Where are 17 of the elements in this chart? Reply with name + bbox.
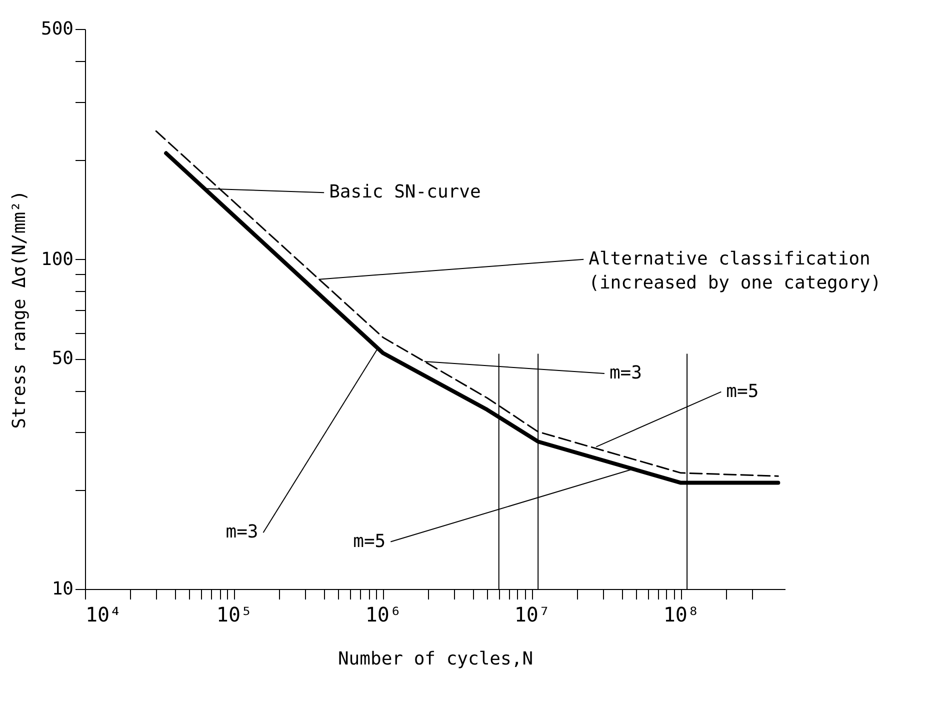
y-axis-title: Stress range Δσ(N/mm²)	[8, 190, 30, 429]
x-tick-label: 10⁸	[663, 602, 700, 626]
y-tick-label: 100	[40, 248, 74, 270]
x-tick-label: 10⁷	[514, 602, 550, 626]
annotation: m=5	[726, 380, 759, 402]
x-tick-label: 10⁶	[365, 602, 402, 626]
annotation: m=5	[353, 530, 386, 552]
annotation: m=3	[609, 362, 642, 384]
y-tick-label: 500	[40, 18, 74, 40]
x-axis-title: Number of cycles,N	[338, 648, 534, 670]
annotation: Alternative classification (increased by one category)	[588, 248, 882, 294]
y-tick-label: 10	[52, 578, 74, 600]
x-tick-label: 10⁵	[216, 602, 253, 626]
x-tick-label: 10⁴	[86, 602, 122, 626]
y-tick-label: 50	[52, 348, 74, 370]
annotation: Basic SN-curve	[329, 182, 481, 203]
annotation: m=3	[226, 522, 258, 543]
